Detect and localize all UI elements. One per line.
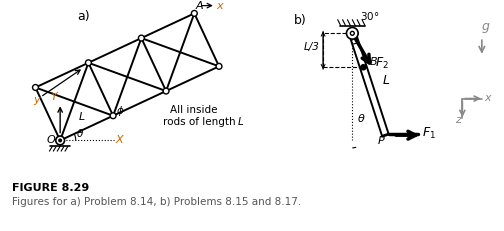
Circle shape	[86, 60, 91, 66]
Circle shape	[163, 88, 169, 94]
Text: All inside: All inside	[170, 105, 218, 115]
Text: $\theta$: $\theta$	[76, 127, 84, 139]
Circle shape	[33, 85, 38, 90]
Text: Y: Y	[50, 91, 57, 102]
Text: L: L	[79, 112, 85, 122]
Text: x: x	[217, 0, 223, 11]
Circle shape	[192, 10, 197, 16]
Circle shape	[57, 137, 63, 143]
Circle shape	[56, 136, 65, 145]
Circle shape	[59, 139, 61, 142]
Text: FIGURE 8.29: FIGURE 8.29	[13, 183, 90, 193]
Circle shape	[139, 35, 144, 41]
Circle shape	[350, 31, 354, 35]
Circle shape	[361, 65, 366, 70]
Text: $\phi$: $\phi$	[116, 104, 124, 118]
Text: a): a)	[78, 10, 90, 23]
Text: x: x	[485, 94, 491, 103]
Text: y: y	[33, 95, 40, 105]
Text: z: z	[455, 115, 461, 125]
Text: rods of length: rods of length	[163, 117, 239, 127]
Text: L/3: L/3	[303, 42, 320, 52]
Text: X: X	[115, 135, 123, 145]
Circle shape	[216, 64, 222, 69]
Text: P: P	[377, 136, 385, 146]
Text: $F_2$: $F_2$	[374, 56, 389, 71]
Circle shape	[346, 27, 358, 39]
Text: O: O	[46, 135, 55, 145]
Circle shape	[110, 113, 116, 119]
Text: B: B	[370, 57, 378, 67]
Text: L: L	[237, 117, 243, 127]
Text: L: L	[383, 74, 390, 87]
Text: $F_1$: $F_1$	[422, 126, 436, 141]
Text: b): b)	[294, 14, 306, 27]
Text: g: g	[482, 20, 490, 33]
Text: Figures for a) Problem 8.14, b) Problems 8.15 and 8.17.: Figures for a) Problem 8.14, b) Problems…	[13, 197, 302, 207]
Text: $30°$: $30°$	[360, 10, 380, 22]
Text: A: A	[195, 1, 203, 12]
Text: $\theta$: $\theta$	[357, 112, 366, 124]
